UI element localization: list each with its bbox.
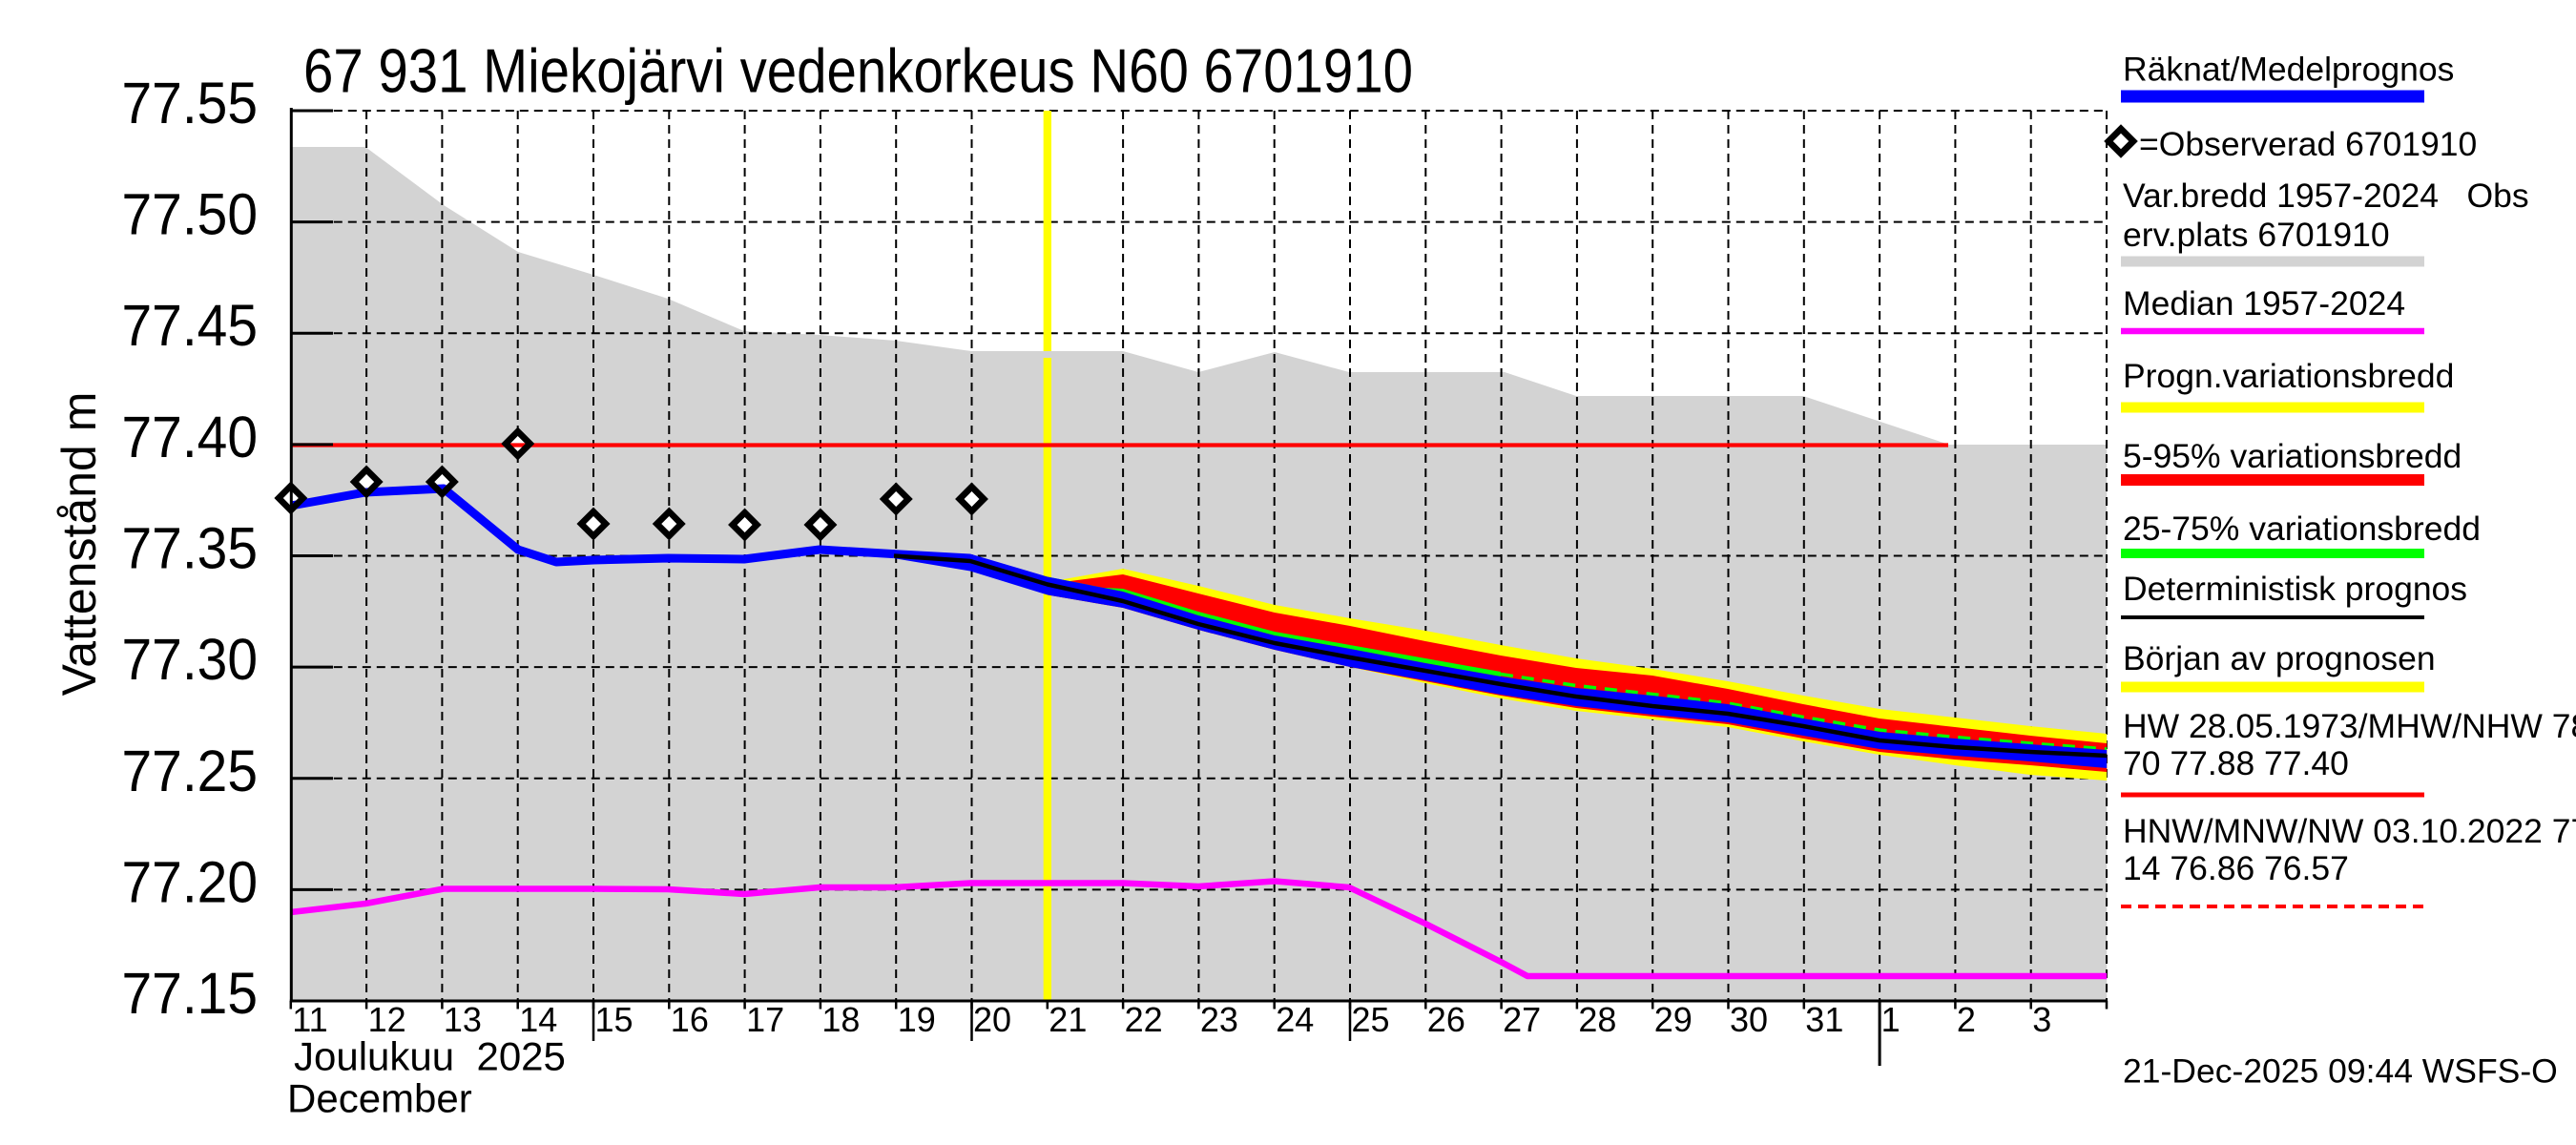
svg-text:77.45: 77.45 [122,293,259,358]
svg-text:67 931 Miekojärvi vedenkorkeus: 67 931 Miekojärvi vedenkorkeus N60 67019… [303,36,1413,106]
svg-text:18: 18 [821,1000,860,1039]
svg-text:77.50: 77.50 [122,182,259,247]
svg-text:16: 16 [671,1000,709,1039]
svg-text:11: 11 [292,1000,327,1039]
svg-text:19: 19 [898,1000,936,1039]
svg-text:21: 21 [1049,1000,1087,1039]
svg-text:31: 31 [1805,1000,1843,1039]
svg-text:December: December [287,1076,472,1121]
svg-text:HW 28.05.1973/MHW/NHW 78: HW 28.05.1973/MHW/NHW 78 [2123,707,2576,745]
svg-text:22: 22 [1125,1000,1163,1039]
svg-text:3: 3 [2032,1000,2051,1039]
svg-text:25-75% variationsbredd: 25-75% variationsbredd [2123,510,2481,548]
svg-text:20: 20 [973,1000,1011,1039]
svg-text:17: 17 [746,1000,784,1039]
svg-text:28: 28 [1578,1000,1616,1039]
svg-text:29: 29 [1654,1000,1693,1039]
svg-text:1: 1 [1881,1000,1901,1039]
svg-text:23: 23 [1200,1000,1238,1039]
svg-text:77.15: 77.15 [122,961,259,1026]
svg-text:Vattenstånd m: Vattenstånd m [52,392,106,697]
svg-text:70 77.88 77.40: 70 77.88 77.40 [2123,744,2349,782]
svg-text:77.40: 77.40 [122,405,259,469]
svg-text:Början av prognosen: Början av prognosen [2123,639,2436,677]
svg-text:Progn.variationsbredd: Progn.variationsbredd [2123,357,2454,395]
svg-text:12: 12 [368,1000,406,1039]
svg-text:Median 1957-2024: Median 1957-2024 [2123,284,2405,323]
svg-text:=Observerad 6701910: =Observerad 6701910 [2139,125,2477,163]
svg-text:77.55: 77.55 [122,71,259,135]
svg-text:2: 2 [1957,1000,1976,1039]
svg-text:27: 27 [1503,1000,1541,1039]
svg-text:13: 13 [444,1000,482,1039]
svg-text:26: 26 [1427,1000,1465,1039]
svg-text:Räknat/Medelprognos: Räknat/Medelprognos [2123,51,2454,89]
svg-text:30: 30 [1730,1000,1768,1039]
svg-text:77.20: 77.20 [122,849,259,914]
svg-text:HNW/MNW/NW 03.10.2022 77.: HNW/MNW/NW 03.10.2022 77. [2123,812,2576,850]
svg-text:erv.plats 6701910: erv.plats 6701910 [2123,216,2390,254]
svg-text:77.30: 77.30 [122,627,259,692]
svg-text:14 76.86 76.57: 14 76.86 76.57 [2123,849,2349,887]
svg-text:24: 24 [1276,1000,1314,1039]
svg-text:5-95% variationsbredd: 5-95% variationsbredd [2123,437,2462,475]
svg-text:14: 14 [519,1000,557,1039]
svg-text:Var.bredd 1957-2024 Obs: Var.bredd 1957-2024 Obs [2123,177,2529,215]
svg-text:77.25: 77.25 [122,739,259,803]
svg-text:15: 15 [595,1000,634,1039]
svg-text:21-Dec-2025 09:44 WSFS-O: 21-Dec-2025 09:44 WSFS-O [2123,1052,2558,1091]
svg-text:77.35: 77.35 [122,516,259,581]
svg-text:Deterministisk prognos: Deterministisk prognos [2123,570,2467,608]
svg-text:25: 25 [1352,1000,1390,1039]
svg-text:Joulukuu 2025: Joulukuu 2025 [294,1034,566,1079]
